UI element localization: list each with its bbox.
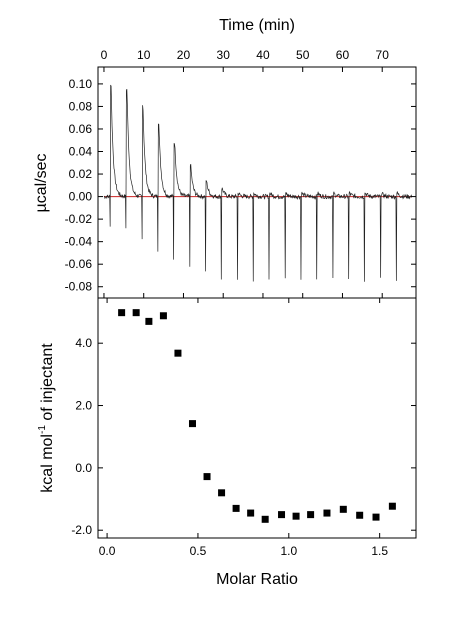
data-point: [174, 349, 182, 357]
data-point: [307, 511, 315, 519]
top-x-tick-label: 30: [217, 48, 231, 62]
data-point: [261, 515, 269, 523]
top-x-tick-label: 40: [256, 48, 270, 62]
top-x-tick-label: 20: [177, 48, 191, 62]
y-label-main: kcal mol: [39, 434, 56, 493]
data-point: [132, 309, 140, 317]
bottom-plot-frame: [97, 297, 417, 539]
data-point: [232, 504, 240, 512]
data-point: [372, 513, 380, 521]
bottom-x-tick-label: 1.5: [371, 544, 388, 558]
top-y-tick-label: 0.10: [69, 77, 93, 91]
top-y-tick-label: 0.04: [69, 145, 93, 159]
y-label-superscript: -1: [37, 425, 48, 434]
bottom-y-tick-label: 0.0: [75, 461, 92, 475]
data-point: [203, 473, 211, 481]
top-x-axis-label: Time (min): [219, 17, 295, 34]
top-y-tick-label: -0.06: [65, 257, 93, 271]
bottom-y-tick-label: 4.0: [75, 336, 92, 350]
data-point: [247, 509, 255, 517]
bottom-panel: 4.0 2.0 0.0 -2.0 0.0 0.5 1.0 1.5 Molar Ratio k…: [37, 297, 417, 588]
top-x-tick-label: 70: [376, 48, 390, 62]
top-y-tick-label: 0.08: [69, 99, 93, 113]
data-point: [159, 312, 167, 320]
bottom-y-tick-label: -2.0: [71, 523, 92, 537]
bottom-y-tick-label: 2.0: [75, 399, 92, 413]
top-y-tick-label: 0.06: [69, 122, 93, 136]
top-plot-frame: [97, 66, 417, 299]
data-point: [339, 505, 347, 513]
data-point: [356, 511, 364, 519]
bottom-x-tick-label: 0.0: [99, 544, 116, 558]
data-point: [278, 511, 286, 519]
data-point: [388, 502, 396, 510]
data-point: [145, 317, 153, 325]
data-point: [188, 420, 196, 428]
data-point: [292, 512, 300, 520]
bottom-x-tick-label: 1.0: [280, 544, 297, 558]
thermogram-trace: [103, 84, 412, 282]
top-y-tick-label: -0.02: [65, 212, 93, 226]
y-label-tail: of injectant: [39, 343, 56, 425]
bottom-y-axis-label: kcal mol-1 of injectant: [37, 343, 56, 493]
data-point: [118, 309, 126, 317]
top-y-tick-label: -0.04: [65, 235, 93, 249]
top-y-axis-label: µcal/sec: [33, 153, 50, 212]
bottom-x-tick-label: 0.5: [190, 544, 207, 558]
top-x-tick-label: 0: [101, 48, 108, 62]
top-y-tick-label: 0.00: [69, 190, 93, 204]
top-x-tick-label: 50: [296, 48, 310, 62]
data-point: [323, 509, 331, 517]
top-panel: 0.10 0.08 0.06 0.04 0.02 0.00 -0.02 -0.04 -0.06 -…: [33, 17, 417, 299]
bottom-x-axis-label: Molar Ratio: [216, 571, 298, 588]
top-y-tick-label: -0.08: [65, 280, 93, 294]
data-point: [218, 489, 226, 497]
top-x-tick-label: 10: [137, 48, 151, 62]
top-y-tick-label: 0.02: [69, 167, 93, 181]
top-x-tick-label: 60: [336, 48, 350, 62]
